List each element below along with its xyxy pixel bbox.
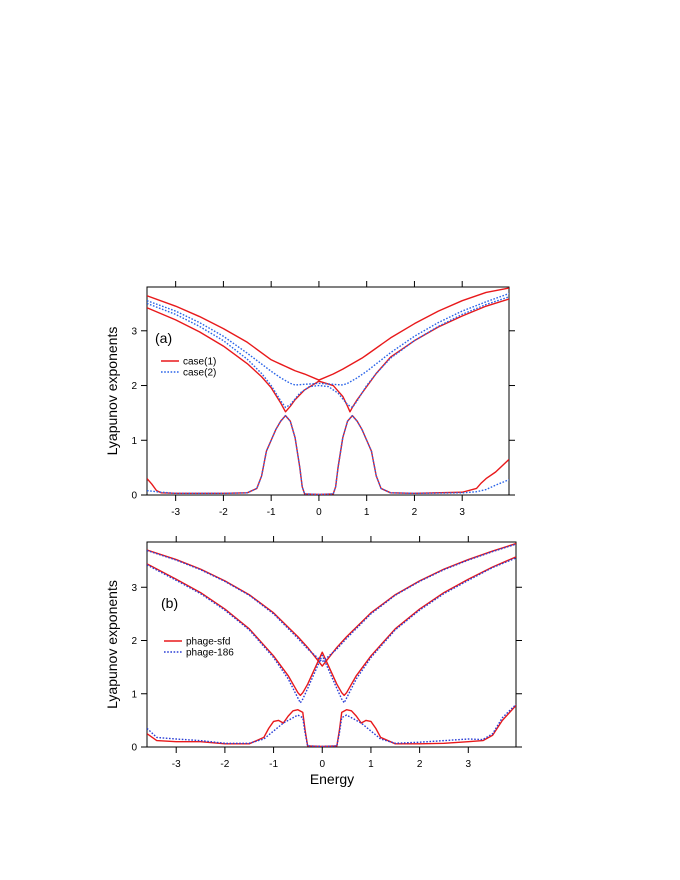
- series-line: [147, 296, 509, 409]
- series-line: [147, 704, 516, 747]
- x-tick-label: -2: [220, 759, 229, 770]
- x-tick-label: -2: [219, 507, 228, 518]
- y-tick-label: 2: [131, 636, 137, 647]
- series-line: [147, 543, 516, 663]
- panel-label: (a): [155, 330, 172, 346]
- x-tick-label: 3: [459, 507, 465, 518]
- x-tick-label: -3: [171, 507, 180, 518]
- y-axis-label: Lyapunov exponents: [104, 327, 120, 456]
- x-tick-label: 1: [364, 507, 370, 518]
- legend-label: case(1): [183, 357, 216, 368]
- series-line: [147, 703, 516, 747]
- x-tick-label: 0: [316, 507, 322, 518]
- y-tick-label: 0: [131, 743, 137, 754]
- series-line: [147, 557, 516, 704]
- x-tick-label: -3: [172, 759, 181, 770]
- x-tick-label: 1: [368, 759, 374, 770]
- x-tick-label: 0: [319, 759, 325, 770]
- y-axis-label: Lyapunov exponents: [104, 580, 120, 709]
- series-line: [147, 556, 516, 697]
- y-tick-label: 3: [131, 326, 137, 337]
- panel-b: -3 -2 -1 0 1 2 3 0 1 2 3 Lyapunov exponents Energy (b…: [104, 536, 522, 787]
- x-tick-label: 2: [417, 759, 423, 770]
- x-tick-label: 3: [466, 759, 472, 770]
- y-tick-label: 0: [131, 491, 137, 502]
- x-axis-label: Energy: [310, 771, 354, 787]
- y-tick-label: 2: [131, 381, 137, 392]
- series-line: [147, 414, 509, 495]
- plot-frame: [146, 286, 510, 496]
- panel-a: -3 -2 -1 0 1 2 3 0 1 2 3 Lyapunov exponents (a) case(…: [104, 281, 515, 518]
- legend-label: case(2): [183, 368, 216, 379]
- series-line: [147, 414, 509, 495]
- x-tick-label: 2: [412, 507, 418, 518]
- x-tick-label: -1: [269, 759, 278, 770]
- y-tick-label: 3: [131, 583, 137, 594]
- panel-label: (b): [161, 595, 178, 611]
- y-tick-label: 1: [131, 689, 137, 700]
- y-tick-label: 1: [131, 436, 137, 447]
- plot-frame: [146, 541, 517, 748]
- series-line: [147, 298, 509, 413]
- legend-label: phage-186: [186, 648, 234, 659]
- x-tick-label: -1: [267, 507, 276, 518]
- series-line: [147, 287, 509, 381]
- legend-label: phage-sfd: [186, 637, 230, 648]
